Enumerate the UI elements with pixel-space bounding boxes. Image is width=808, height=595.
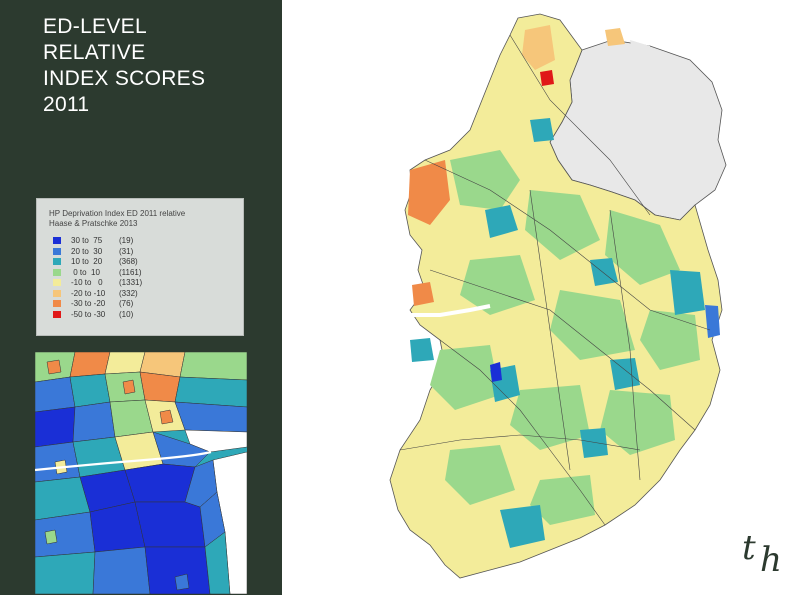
logo-letter-t: t	[742, 528, 756, 568]
legend-swatch	[53, 258, 61, 265]
legend-count: (1331)	[119, 278, 143, 287]
legend-range: -20 to -10	[71, 288, 106, 298]
legend-range: -10 to 0	[71, 278, 103, 287]
slide-title: ED-LEVEL RELATIVE INDEX SCORES 2011	[43, 14, 205, 118]
title-line-1: ED-LEVEL	[43, 15, 147, 38]
legend-range: 10 to 20	[71, 257, 103, 266]
legend-range: -30 to -20	[71, 299, 106, 308]
title-line-3: INDEX SCORES	[43, 67, 206, 90]
legend-range: 0 to 10	[71, 267, 100, 277]
dublin-inset-map	[35, 352, 247, 594]
map-legend: HP Deprivation Index ED 2011 relative Ha…	[36, 198, 244, 336]
legend-swatch	[53, 300, 61, 307]
legend-range: -50 to -30	[71, 309, 106, 319]
title-line-2: RELATIVE	[43, 41, 146, 64]
legend-swatch	[53, 247, 61, 255]
legend-count: (368)	[119, 257, 138, 266]
legend-title-line-2: Haase & Pratschke 2013	[49, 219, 138, 228]
legend-title-line-1: HP Deprivation Index ED 2011 relative	[49, 209, 186, 218]
legend-swatch	[53, 310, 61, 318]
legend-count: (76)	[119, 299, 134, 308]
legend-count: (19)	[119, 236, 134, 245]
legend-range: 20 to 30	[71, 246, 103, 256]
legend-count: (10)	[119, 309, 134, 319]
legend-swatch	[53, 268, 61, 276]
legend-count: (332)	[119, 288, 138, 298]
sidebar: ED-LEVEL RELATIVE INDEX SCORES 2011 HP D…	[0, 0, 282, 595]
legend-swatch	[53, 237, 61, 244]
legend-swatch	[53, 289, 61, 297]
logo-letter-h: h	[760, 540, 782, 580]
legend-range: 30 to 75	[71, 236, 103, 245]
legend-title: HP Deprivation Index ED 2011 relative Ha…	[49, 209, 185, 229]
legend-swatch	[53, 279, 61, 286]
ireland-deprivation-map	[389, 13, 727, 579]
legend-count: (1161)	[119, 267, 142, 277]
title-line-4: 2011	[43, 93, 90, 116]
logo: t h	[742, 528, 792, 580]
legend-count: (31)	[119, 246, 134, 256]
